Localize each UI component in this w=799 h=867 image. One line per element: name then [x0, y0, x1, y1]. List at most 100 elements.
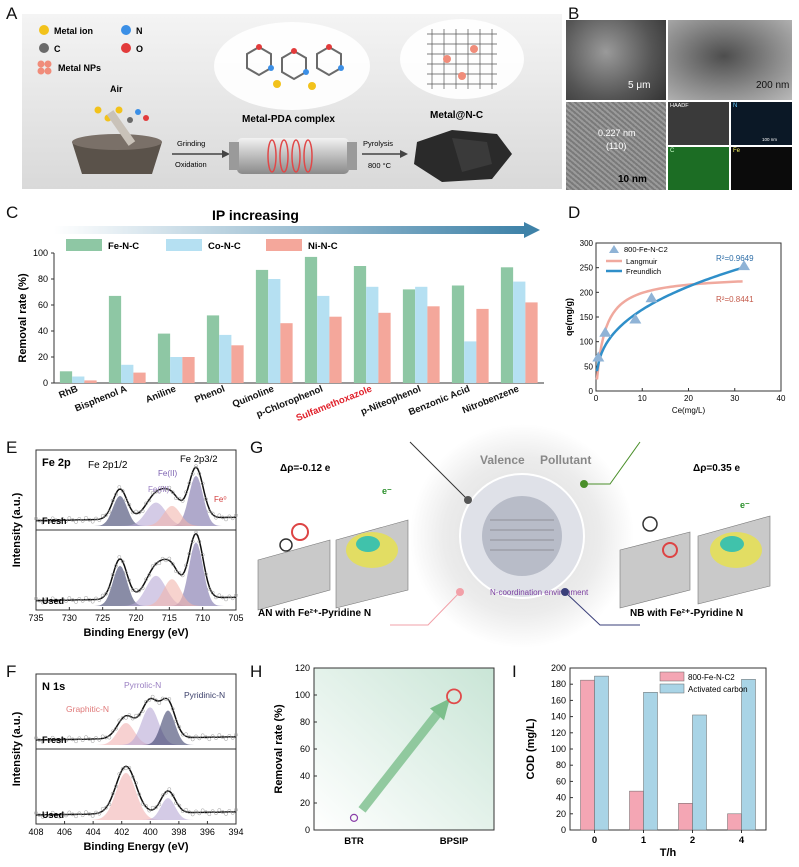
raw-data-point: [154, 561, 158, 566]
raw-data-point: [37, 518, 42, 523]
raw-data-point: [124, 715, 128, 720]
raw-data-point: [67, 596, 72, 600]
y-tick-label: 100: [33, 248, 48, 258]
raw-data-point: [107, 735, 112, 740]
bar: [580, 679, 595, 831]
fe-2p32-label: Fe 2p3/2: [180, 454, 218, 465]
raw-data-point: [217, 593, 222, 598]
raw-data-point: [180, 573, 185, 578]
bar: [108, 295, 122, 383]
raw-data-point: [117, 772, 122, 776]
raw-data-point: [157, 489, 162, 494]
raw-data-point: [234, 513, 238, 518]
y-tick-label: 0: [43, 378, 48, 388]
bar: [84, 380, 97, 383]
component-peak: [36, 542, 236, 606]
raw-data-point: [234, 807, 238, 812]
raw-data-point: [217, 808, 222, 812]
y-axis-label: Intensity (a.u.): [11, 492, 23, 567]
raw-data-point: [200, 733, 205, 738]
legend-metal-nps-icon: [37, 60, 52, 75]
raw-data-point: [144, 577, 148, 582]
component-peak: [36, 505, 236, 526]
raw-data-point: [84, 515, 88, 520]
fresh-label: Fresh: [42, 516, 67, 526]
raw-data-point: [80, 813, 85, 818]
raw-data-point: [50, 735, 55, 740]
raw-data-point: [130, 510, 135, 515]
category-label: Phenol: [193, 384, 226, 406]
bar: [317, 295, 330, 383]
raw-data-point: [110, 498, 115, 503]
raw-data-point: [217, 733, 222, 737]
raw-data-point: [220, 595, 225, 600]
raw-data-point: [37, 738, 42, 742]
y-tick-label: 20: [38, 352, 48, 362]
raw-data-point: [107, 586, 112, 591]
r2-freundlich: R²=0.9649: [716, 254, 754, 263]
raw-data-point: [207, 587, 212, 591]
component-peak: [36, 772, 236, 820]
y-tick-label: 180: [551, 679, 566, 689]
pyrolysis-label: Pyrolysis: [363, 139, 393, 148]
raw-data-point: [207, 812, 212, 817]
raw-data-point: [104, 805, 108, 810]
tube-furnace: [237, 138, 349, 174]
raw-data-point: [57, 600, 62, 605]
raw-data-point: [130, 716, 135, 721]
raw-data-point: [140, 509, 145, 513]
raw-data-point: [84, 595, 88, 600]
raw-data-point: [197, 539, 202, 544]
bar: [157, 333, 171, 383]
x-tick-label: 0: [594, 394, 599, 403]
raw-data-point: [187, 735, 192, 740]
x-tick-label: 396: [200, 827, 215, 837]
bar: [366, 286, 379, 383]
left-adsorption-model: [257, 519, 409, 611]
raw-data-point: [100, 807, 105, 811]
y-tick-label: 60: [38, 300, 48, 310]
raw-data-point: [124, 766, 128, 771]
raw-data-point: [64, 519, 68, 523]
y-tick-label: 20: [556, 809, 566, 819]
y-axis-label: Removal rate (%): [273, 704, 285, 794]
raw-data-point: [74, 520, 78, 524]
panel-h-chart: 0 20 40 60 80 100 120 Removal rate (%) BTR BPSIP: [273, 663, 495, 847]
pda-molecules: [246, 44, 344, 90]
legend-metal-nps: Metal NPs: [58, 63, 101, 73]
bar: [304, 256, 318, 383]
raw-data-point: [54, 812, 58, 817]
panel-e-xps: 735 730 725 720 715 710 705 Binding Energy (eV)…: [11, 449, 244, 639]
raw-data-point: [54, 737, 58, 742]
raw-data-point: [184, 732, 188, 737]
bar: [741, 679, 756, 831]
raw-data-point: [194, 809, 198, 814]
raw-data-point: [114, 492, 118, 497]
graphitic-label: Graphitic-N: [66, 704, 109, 714]
raw-data-point: [40, 815, 45, 819]
map-c-label: C: [670, 148, 675, 154]
raw-data-point: [84, 735, 88, 740]
ip-arrow-head: [524, 222, 540, 238]
bar: [402, 289, 416, 383]
raw-data-point: [50, 810, 55, 815]
raw-data-point: [34, 516, 38, 521]
bar: [476, 308, 489, 383]
legend-o-dot: [121, 43, 131, 53]
raw-data-point: [127, 765, 132, 770]
product-label: Metal@N-C: [430, 110, 483, 121]
x-tick-label: 715: [162, 613, 177, 623]
component-peak: [36, 475, 236, 526]
raw-data-point: [227, 809, 232, 813]
raw-data-point: [47, 813, 52, 818]
raw-data-point: [87, 597, 92, 602]
y-tick-label: 80: [556, 760, 566, 770]
bar: [133, 372, 146, 383]
left-caption: AN with Fe²⁺-Pyridine N: [258, 608, 371, 619]
bar: [594, 675, 609, 831]
x-axis-label: T/h: [660, 847, 677, 859]
raw-data-point: [200, 553, 205, 557]
bar: [280, 323, 293, 383]
component-peak: [36, 707, 236, 745]
